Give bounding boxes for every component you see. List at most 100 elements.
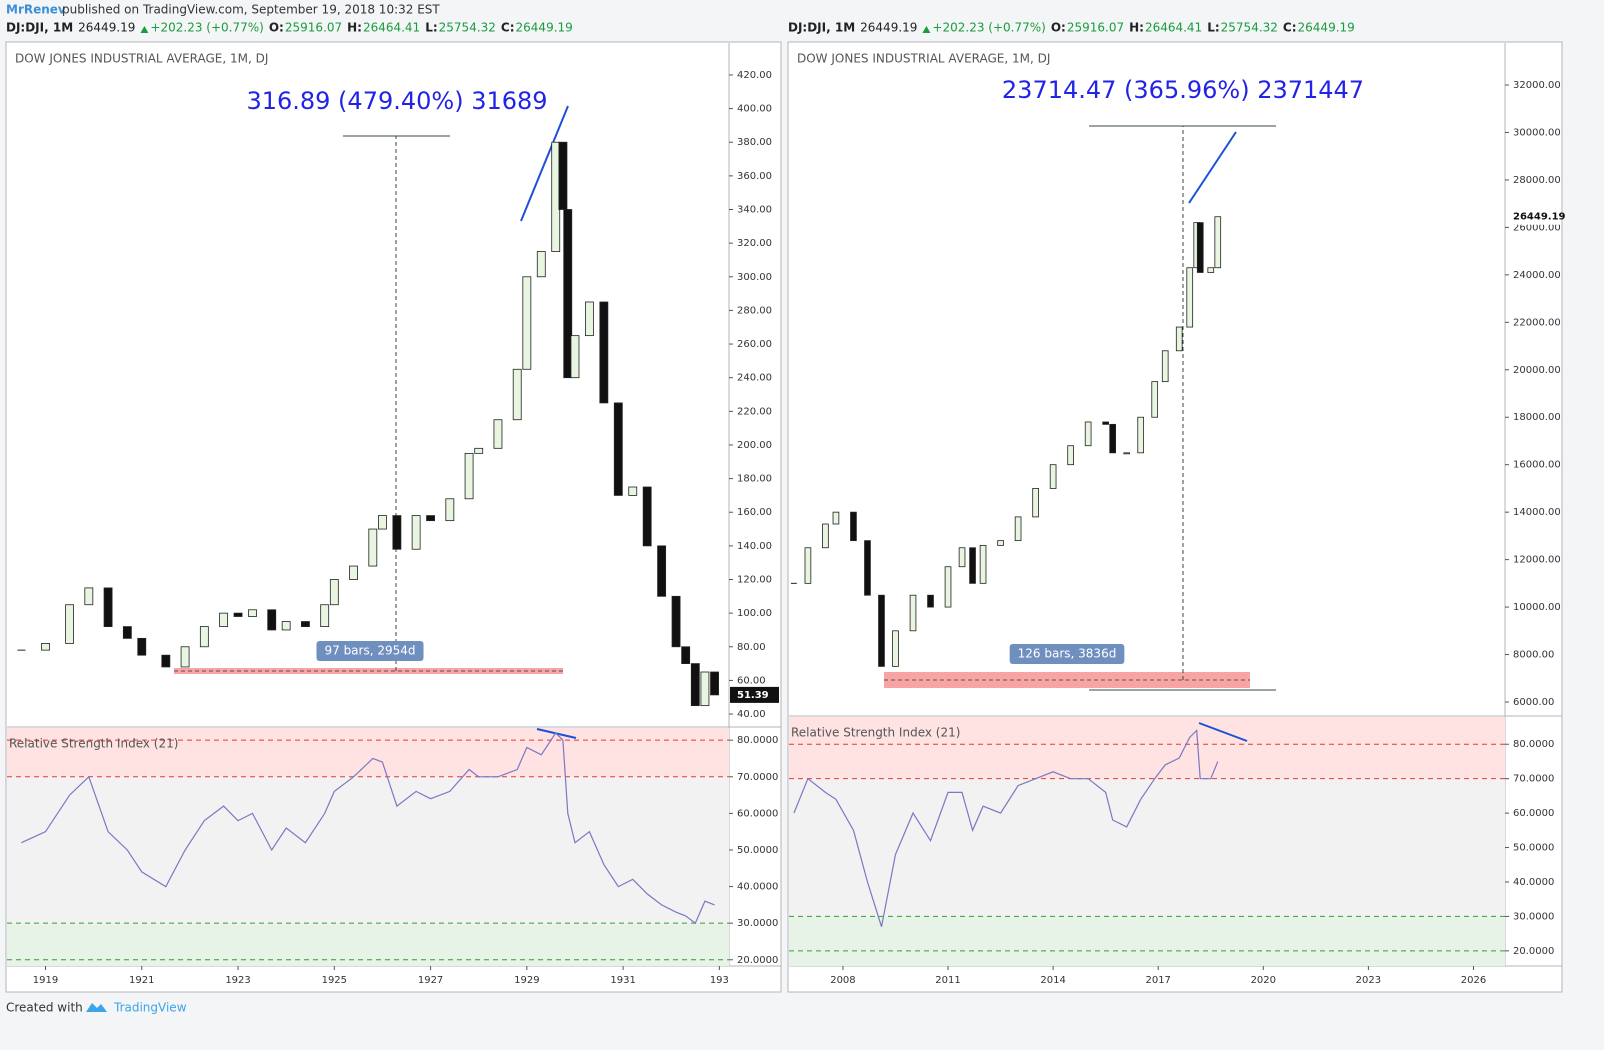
rsi-tick-label: 30.0000 [737,918,778,929]
candle [493,419,503,449]
published: published on TradingView.com, September … [62,3,440,17]
quote-h: 26464.41 [1145,21,1202,35]
candle [329,579,339,606]
footer-created: Created with [6,1001,83,1015]
rsi-line [793,729,1219,927]
quote-change: +202.23 (+0.77%) [932,21,1045,35]
candle [137,637,147,656]
x-tick-label: 2008 [830,975,855,986]
y-tick-label: 320.00 [737,238,772,249]
candle [628,486,638,496]
x-tick-label: 1919 [33,975,58,986]
candle [1049,464,1057,489]
quote-l-label: L: [1207,21,1219,35]
candle [700,671,710,707]
y-tick-label: 40.00 [737,709,766,720]
quote-o-label: O: [1051,21,1066,35]
candle [411,515,421,550]
quote-h-label: H: [1129,21,1144,35]
x-tick-label: 1927 [418,975,443,986]
candle [892,630,899,667]
candle [199,626,209,648]
y-tick-label: 140.00 [737,541,772,552]
rsi-tick-label: 60.0000 [737,808,778,819]
last-price: 26449.19 [1513,212,1566,223]
quote-c: 26449.19 [1298,21,1355,35]
neutral-zone [7,776,729,924]
logo [86,1003,107,1012]
rsi-tick-label: 40.0000 [737,882,778,893]
rsi-tick-label: 40.0000 [1513,877,1554,888]
candle [909,594,917,632]
candle [681,646,691,664]
range-label-box [1009,644,1125,664]
rsi-tick-label: 30.0000 [1513,911,1554,922]
up-arrow [922,26,931,33]
quote-l-label: L: [425,21,437,35]
candle [281,621,291,631]
range-label: 97 bars, 2954d [324,644,415,658]
candle [1214,216,1222,269]
candle [1175,326,1183,352]
candle [267,609,277,631]
quote-c-label: C: [1283,21,1297,35]
candle [1014,516,1022,542]
candle [1196,222,1204,273]
candle [958,547,966,568]
y-tick-label: 28000.00 [1513,175,1561,186]
quote-l: 25754.32 [1221,21,1278,35]
candle [464,452,474,500]
candle [1102,421,1109,425]
candle [180,646,190,668]
candle [1032,488,1039,518]
footer-brand[interactable]: TradingView [113,1001,187,1015]
x-tick-label: 1929 [514,975,539,986]
x-tick-label: 193 [710,975,729,986]
y-tick-label: 16000.00 [1513,460,1561,471]
rsi-tick-label: 50.0000 [1513,843,1554,854]
y-tick-label: 260.00 [737,339,772,350]
rsi-title: Relative Strength Index (21) [791,726,960,740]
candle [927,594,934,608]
y-tick-label: 180.00 [737,474,772,485]
last-price: 51.39 [737,690,769,701]
quote-c-label: C: [501,21,515,35]
author[interactable]: MrRenev [6,3,66,17]
quote-o: 25916.07 [1067,21,1124,35]
rsi-tick-label: 80.0000 [737,735,778,746]
candle [65,604,74,644]
candle [301,621,310,627]
x-tick-label: 2014 [1040,975,1065,986]
candle [1161,350,1169,383]
y-tick-label: 6000.00 [1513,697,1554,708]
candle [392,515,402,550]
candle [671,595,681,648]
y-tick-label: 160.00 [737,507,772,518]
quote-h-label: H: [347,21,362,35]
y-tick-label: 360.00 [737,171,772,182]
x-tick-label: 1921 [129,975,154,986]
candle [248,609,257,617]
trend-line [520,105,569,222]
y-tick-label: 30000.00 [1513,127,1561,138]
candle [522,276,532,370]
candle [613,402,623,496]
candle [690,663,700,707]
y-tick-label: 100.00 [737,608,772,619]
quote-last: 26449.19 [860,21,917,35]
candle [219,612,229,627]
y-tick-label: 220.00 [737,406,772,417]
y-tick-label: 22000.00 [1513,317,1561,328]
trend-line [1188,131,1237,204]
x-tick-label: 2026 [1461,975,1486,986]
x-tick-label: 2020 [1251,975,1276,986]
last-price-box [730,686,779,703]
candle [474,447,484,454]
y-tick-label: 400.00 [737,104,772,115]
rsi-tick-label: 70.0000 [737,772,778,783]
rsi-tick-label: 20.0000 [1513,946,1554,957]
chart-title: DOW JONES INDUSTRIAL AVERAGE, 1M, DJ [15,52,268,66]
x-tick-label: 1925 [322,975,347,986]
quote-c: 26449.19 [516,21,573,35]
